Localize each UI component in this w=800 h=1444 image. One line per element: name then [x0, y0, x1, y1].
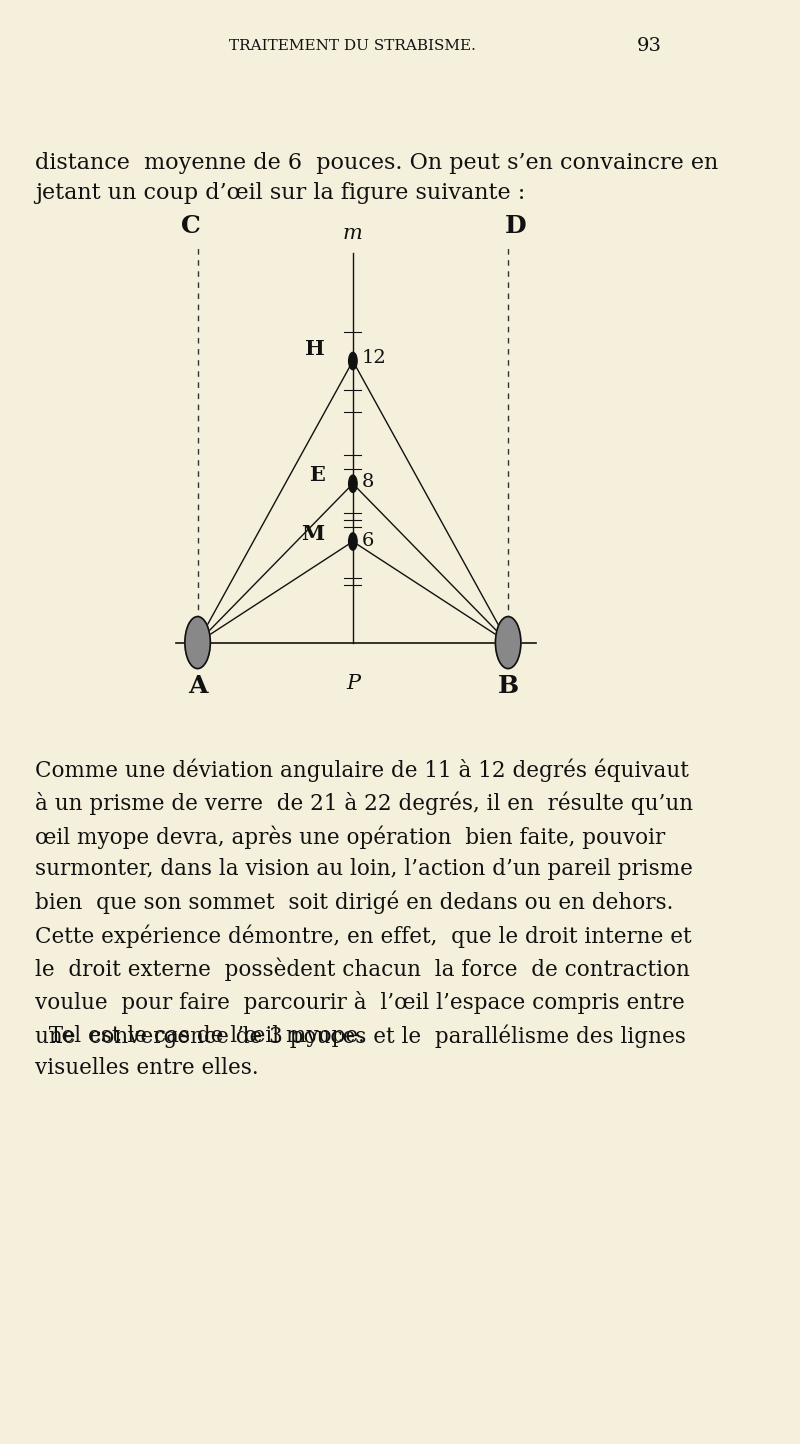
Text: 8: 8	[362, 474, 374, 491]
Circle shape	[495, 617, 521, 669]
Text: A: A	[188, 674, 207, 699]
Text: TRAITEMENT DU STRABISME.: TRAITEMENT DU STRABISME.	[230, 39, 476, 53]
Circle shape	[185, 617, 210, 669]
Text: 6: 6	[362, 533, 374, 550]
Circle shape	[349, 475, 357, 492]
Text: D: D	[504, 214, 526, 238]
Circle shape	[349, 352, 357, 370]
Text: M: M	[302, 524, 325, 544]
Text: E: E	[309, 465, 325, 485]
Text: 12: 12	[362, 349, 386, 367]
Text: Comme une déviation angulaire de 11 à 12 degrés équivaut
à un prisme de verre  d: Comme une déviation angulaire de 11 à 12…	[35, 758, 694, 1079]
Text: C: C	[181, 214, 201, 238]
Circle shape	[349, 533, 357, 550]
Text: 93: 93	[637, 38, 662, 55]
Text: m: m	[343, 224, 362, 243]
Text: distance  moyenne de 6  pouces. On peut s’en convaincre en
jetant un coup d’œil : distance moyenne de 6 pouces. On peut s’…	[35, 152, 718, 204]
Text: H: H	[305, 339, 325, 360]
Text: Tel est le cas de l’œil myope.: Tel est le cas de l’œil myope.	[35, 1025, 365, 1047]
Text: B: B	[498, 674, 518, 699]
Text: P: P	[346, 674, 360, 693]
